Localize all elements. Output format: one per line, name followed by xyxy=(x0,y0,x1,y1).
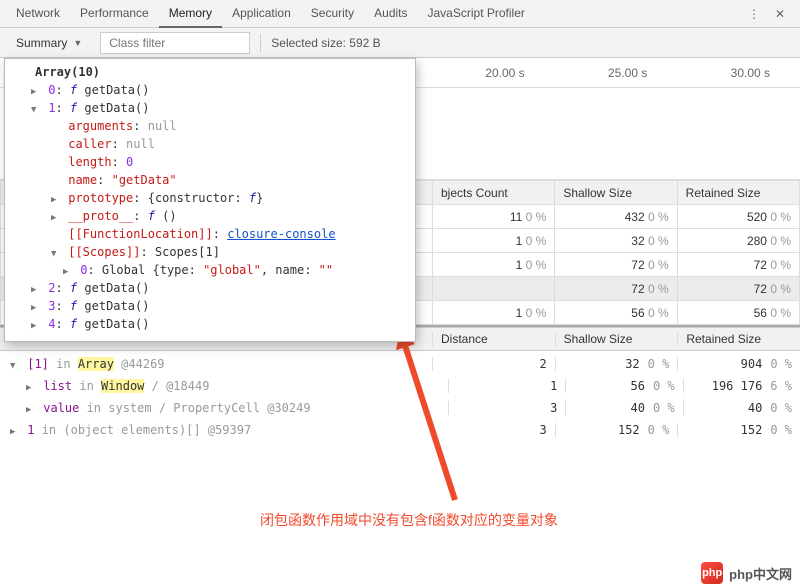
popup-line[interactable]: 3: f getData() xyxy=(5,297,415,315)
timeline-tick: 20.00 s xyxy=(432,66,555,80)
watermark-text: php中文网 xyxy=(729,564,792,583)
popup-line[interactable]: 0: f getData() xyxy=(5,81,415,99)
tab-memory[interactable]: Memory xyxy=(159,0,222,28)
retainers-panel: Distance Shallow Size Retained Size [1] … xyxy=(0,325,800,443)
retainer-row[interactable]: list in Window / @18449 1 560 % 196 1766… xyxy=(0,375,800,397)
popup-line[interactable]: prototype: {constructor: f} xyxy=(5,189,415,207)
popup-line[interactable]: 4: f getData() xyxy=(5,315,415,333)
retainer-row[interactable]: 1 in (object elements)[] @59397 3 1520 %… xyxy=(0,419,800,441)
chevron-down-icon: ▼ xyxy=(73,38,82,48)
popup-title: Array(10) xyxy=(5,63,415,81)
retainer-row[interactable]: [1] in Array @44269 2 320 % 9040 % xyxy=(0,353,800,375)
tab-performance[interactable]: Performance xyxy=(70,0,159,28)
annotation-text: 闭包函数作用域中没有包含f函数对应的变量对象 xyxy=(260,510,558,530)
popup-line[interactable]: caller: null xyxy=(5,135,415,153)
more-icon[interactable]: ⋮ xyxy=(746,6,762,22)
watermark: php php中文网 xyxy=(701,562,792,584)
selected-size-label: Selected size: 592 B xyxy=(271,36,380,50)
popup-line[interactable]: name: "getData" xyxy=(5,171,415,189)
memory-toolbar: Summary ▼ Selected size: 592 B xyxy=(0,28,800,58)
object-preview-popup: Array(10) 0: f getData() 1: f getData() … xyxy=(4,58,416,342)
col-retained-size[interactable]: Retained Size xyxy=(677,332,800,346)
col-distance[interactable]: Distance xyxy=(432,332,555,346)
col-shallow-size[interactable]: Shallow Size xyxy=(555,181,677,205)
popup-line[interactable]: 2: f getData() xyxy=(5,279,415,297)
tab-security[interactable]: Security xyxy=(301,0,364,28)
timeline-tick: 30.00 s xyxy=(677,66,800,80)
retainer-row[interactable]: value in system / PropertyCell @30249 3 … xyxy=(0,397,800,419)
popup-line[interactable]: [[Scopes]]: Scopes[1] xyxy=(5,243,415,261)
class-filter-input[interactable] xyxy=(100,32,250,54)
col-objects-count[interactable]: bjects Count xyxy=(433,181,555,205)
summary-dropdown-label: Summary xyxy=(16,36,67,50)
summary-dropdown[interactable]: Summary ▼ xyxy=(8,33,90,53)
tab-jsprofiler[interactable]: JavaScript Profiler xyxy=(418,0,535,28)
popup-line[interactable]: 1: f getData() xyxy=(5,99,415,117)
timeline-tick: 25.00 s xyxy=(555,66,678,80)
popup-line[interactable]: 0: Global {type: "global", name: "" xyxy=(5,261,415,279)
tab-audits[interactable]: Audits xyxy=(364,0,417,28)
devtools-tabbar: Network Performance Memory Application S… xyxy=(0,0,800,28)
tab-application[interactable]: Application xyxy=(222,0,301,28)
popup-line[interactable]: arguments: null xyxy=(5,117,415,135)
popup-line[interactable]: [[FunctionLocation]]: closure-console xyxy=(5,225,415,243)
col-retained-size[interactable]: Retained Size xyxy=(677,181,799,205)
col-shallow-size[interactable]: Shallow Size xyxy=(555,332,678,346)
popup-line[interactable]: __proto__: f () xyxy=(5,207,415,225)
popup-line[interactable]: length: 0 xyxy=(5,153,415,171)
close-icon[interactable]: ✕ xyxy=(772,6,788,22)
tab-network[interactable]: Network xyxy=(6,0,70,28)
watermark-logo: php xyxy=(701,562,723,584)
